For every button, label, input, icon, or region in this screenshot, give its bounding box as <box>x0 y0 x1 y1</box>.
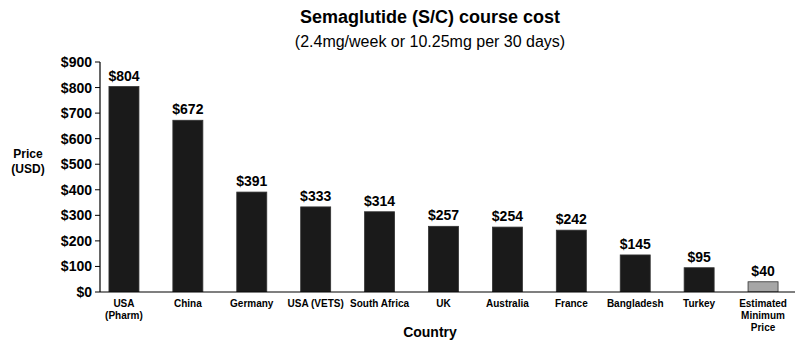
data-label: $391 <box>236 173 267 189</box>
y-tick-label: $600 <box>61 131 92 147</box>
y-tick-label: $800 <box>61 80 92 96</box>
x-tick-label: France <box>555 298 588 309</box>
bar <box>237 192 267 292</box>
x-tick-label: USA(Pharm) <box>105 298 143 321</box>
data-label: $333 <box>300 188 331 204</box>
x-tick-label: USA (VETS) <box>288 298 344 309</box>
data-label: $254 <box>492 208 523 224</box>
y-tick-label: $900 <box>61 54 92 70</box>
data-label: $40 <box>751 263 775 279</box>
bar <box>429 226 459 292</box>
subtitle: (2.4mg/week or 10.25mg per 30 days) <box>295 33 565 50</box>
chart: Semaglutide (S/C) course cost (2.4mg/week… <box>0 0 800 353</box>
x-axis <box>100 291 795 292</box>
data-label: $314 <box>364 193 395 209</box>
bar <box>109 87 139 292</box>
x-tick-label: UK <box>436 298 451 309</box>
y-tick <box>95 292 100 293</box>
y-tick-label: $500 <box>61 156 92 172</box>
x-tick-label: China <box>174 298 202 309</box>
y-tick-label: $300 <box>61 207 92 223</box>
bar <box>173 120 203 292</box>
y-axis-label: Price(USD) <box>11 147 44 176</box>
y-axis <box>99 62 100 292</box>
bar <box>748 282 778 292</box>
data-label: $242 <box>556 211 587 227</box>
data-label: $257 <box>428 207 459 223</box>
data-label: $804 <box>108 68 139 84</box>
x-axis-label: Country <box>403 324 457 340</box>
y-tick-label: $0 <box>76 284 92 300</box>
x-tick-label: Turkey <box>683 298 715 309</box>
x-tick-label: South Africa <box>350 298 410 309</box>
title: Semaglutide (S/C) course cost <box>300 7 560 27</box>
data-label: $95 <box>687 249 711 265</box>
y-tick <box>95 215 100 216</box>
y-tick <box>95 266 100 267</box>
bars <box>109 87 778 292</box>
y-tick <box>95 62 100 63</box>
bar <box>492 227 522 292</box>
data-label: $145 <box>620 236 651 252</box>
y-tick <box>95 113 100 114</box>
x-tick-label: EstimatedMinimumPrice <box>739 298 787 333</box>
x-tick-label: Germany <box>230 298 274 309</box>
bar <box>301 207 331 292</box>
y-tick <box>95 164 100 165</box>
y-tick-label: $400 <box>61 182 92 198</box>
y-tick-label: $200 <box>61 233 92 249</box>
bar <box>620 255 650 292</box>
bar <box>365 212 395 292</box>
bar <box>556 230 586 292</box>
y-tick <box>95 189 100 190</box>
y-tick-label: $700 <box>61 105 92 121</box>
y-tick <box>95 87 100 88</box>
y-tick-label: $100 <box>61 258 92 274</box>
x-tick-label: Australia <box>486 298 529 309</box>
data-label: $672 <box>172 101 203 117</box>
y-tick <box>95 240 100 241</box>
bar <box>684 268 714 292</box>
x-tick-label: Bangladesh <box>607 298 664 309</box>
y-tick <box>95 138 100 139</box>
